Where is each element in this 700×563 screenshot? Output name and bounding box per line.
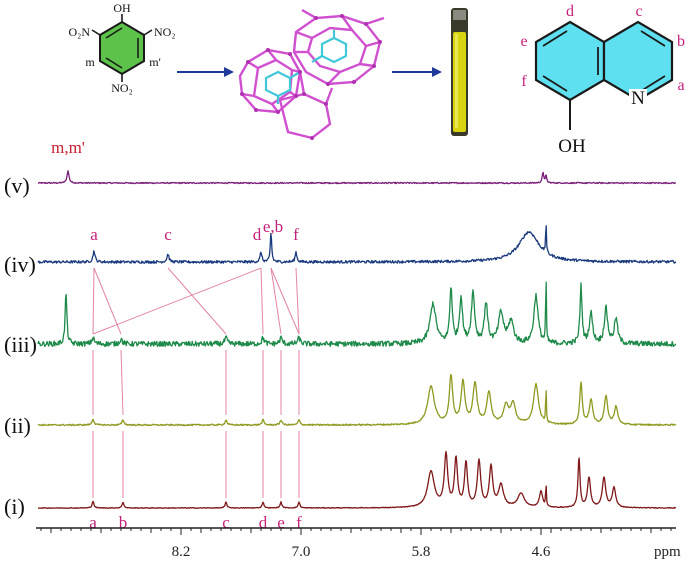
x-axis-ticks	[40, 528, 672, 535]
quinolinol-inner-bond	[640, 75, 666, 92]
spectrum-trace-iii	[37, 281, 677, 348]
peak-label-v-0: m,m'	[51, 138, 85, 157]
correlation-line-9	[120, 349, 124, 416]
quinolinol-structure: N OH a b c d e f	[520, 3, 685, 157]
x-axis-tick-label-3: 4.6	[532, 544, 551, 560]
host-guest-complex	[238, 8, 385, 140]
series-label-i: (i)	[4, 494, 25, 519]
arrow-to-tube	[392, 67, 442, 77]
x-axis-tick-labels: 8.2 7.0 5.8 4.6	[172, 544, 551, 560]
quinolinol-label-f: f	[521, 73, 527, 90]
guest-molecules	[264, 30, 348, 104]
correlation-line-6	[270, 267, 300, 335]
quinolinol-inner-bond	[542, 75, 568, 92]
quinolinol-n-label: N	[631, 88, 645, 109]
x-axis-tick-label-0: 8.2	[172, 544, 191, 560]
quinolinol-label-b: b	[677, 33, 685, 50]
reaction-scheme: OH O₂N NO₂ NO₂ m m'	[68, 1, 685, 157]
peak-label-iv-3: e,b	[263, 217, 283, 236]
picric-oh-label: OH	[113, 1, 131, 15]
correlation-line-2	[167, 267, 227, 335]
picric-acid-inner-bond	[105, 57, 123, 69]
picric-no2-right-label: NO₂	[154, 25, 176, 39]
peak-label-i-2: c	[222, 513, 230, 532]
peak-label-i-1: b	[119, 513, 128, 532]
peak-label-iv-0: a	[90, 225, 98, 244]
spectrum-trace-iv	[37, 225, 677, 264]
peak-label-iv-1: c	[164, 225, 172, 244]
picric-no2-bottom-label: NO₂	[111, 81, 133, 95]
picric-acid-structure: OH O₂N NO₂ NO₂ m m'	[68, 1, 175, 95]
picric-acid-no2-bond	[143, 29, 153, 36]
x-axis-unit-label: ppm	[654, 544, 681, 560]
quinolinol-label-a: a	[677, 77, 684, 94]
x-axis-tick-label-1: 7.0	[292, 544, 311, 560]
quinolinol-oh-label: OH	[558, 136, 586, 157]
quinolinol-inner-bond	[640, 30, 666, 47]
spectrum-trace-v	[37, 170, 677, 185]
peak-label-iv-2: d	[253, 225, 262, 244]
quinolinol-inner-bond	[542, 30, 568, 47]
spectra-traces	[37, 170, 677, 509]
quinolinol-label-c: c	[635, 3, 642, 20]
quinolinol-label-e: e	[520, 33, 527, 50]
series-label-iv: (iv)	[4, 252, 36, 277]
cage-nodes	[240, 14, 382, 140]
spectrum-trace-ii	[37, 373, 677, 427]
correlation-line-1	[93, 267, 122, 335]
picric-m-label: m	[85, 55, 95, 69]
quinolinol-right-ring	[602, 20, 674, 102]
nmr-tube-image	[451, 8, 468, 136]
series-label-v: (v)	[4, 173, 30, 198]
peak-label-iv-4: f	[293, 225, 299, 244]
arrow-to-complex	[177, 67, 234, 77]
picric-m-prime-label: m'	[149, 55, 161, 69]
x-axis: 8.2 7.0 5.8 4.6 ppm	[36, 527, 681, 560]
picric-o2n-label: O₂N	[68, 25, 90, 39]
series-label-iii: (iii)	[4, 332, 37, 357]
correlation-line-3	[92, 267, 262, 335]
quinolinol-left-ring	[534, 20, 606, 102]
spectrum-trace-i	[37, 450, 677, 509]
correlation-line-5	[270, 267, 282, 335]
correlation-line-0	[92, 267, 95, 335]
correlation-line-4	[260, 267, 264, 335]
peak-label-i-3: d	[259, 513, 268, 532]
peak-label-i-5: f	[296, 513, 302, 532]
series-label-ii: (ii)	[4, 413, 31, 438]
correlation-line-7	[295, 267, 300, 335]
peak-label-i-0: a	[89, 513, 97, 532]
peak-labels: m,m'a c d e,b fa b c d e f	[51, 138, 302, 532]
picric-acid-inner-bond	[105, 27, 123, 39]
quinolinol-label-d: d	[566, 3, 574, 20]
correlation-lines	[92, 267, 300, 498]
cage-upper	[292, 8, 385, 86]
peak-label-i-4: e	[277, 513, 285, 532]
trace-labels: (v) (iv) (iii) (ii) (i)	[4, 173, 37, 519]
picric-acid-no2-bond	[91, 29, 101, 36]
x-axis-tick-label-2: 5.8	[412, 544, 431, 560]
